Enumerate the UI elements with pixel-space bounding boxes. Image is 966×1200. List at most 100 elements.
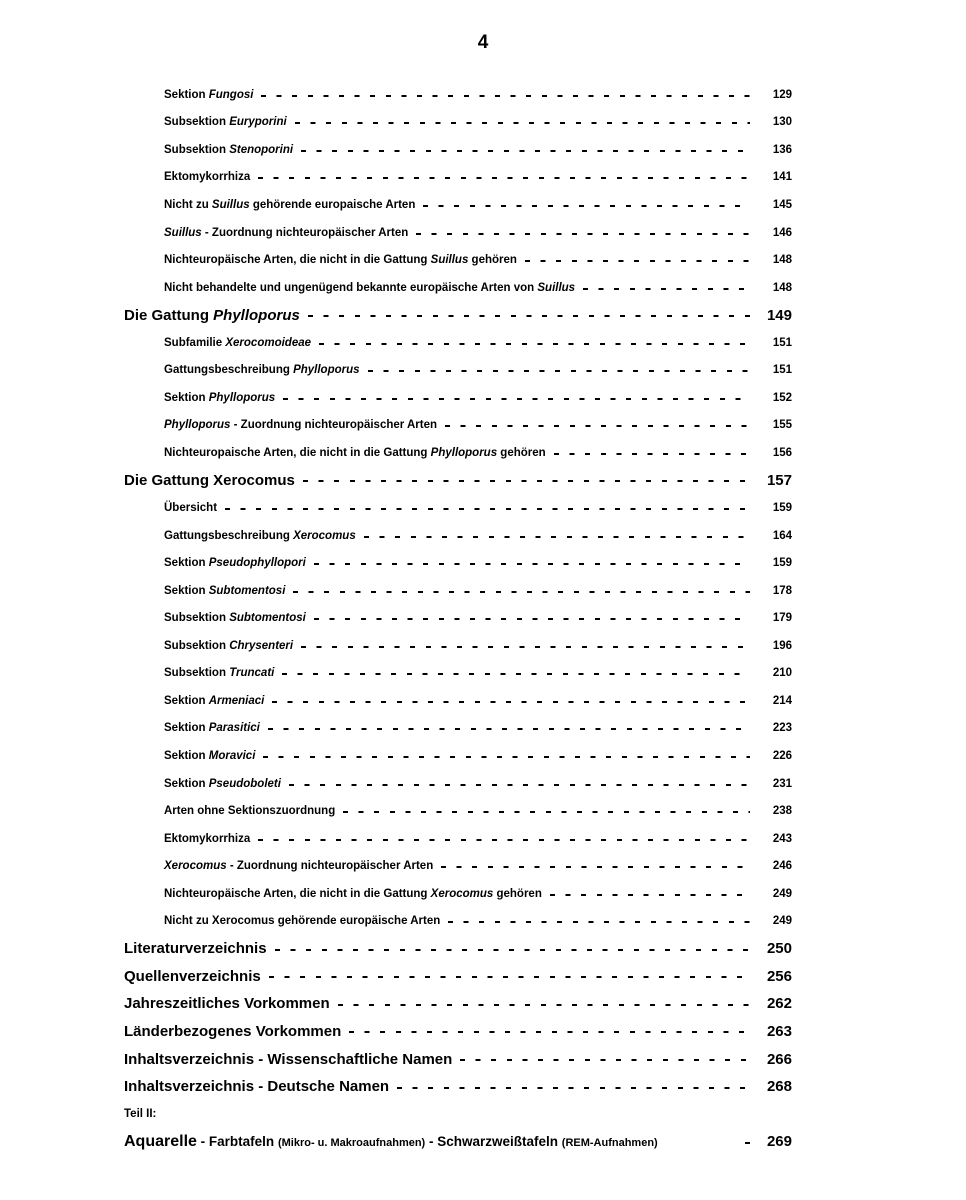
dash-leader xyxy=(313,618,750,621)
title-text: Sektion xyxy=(164,722,209,735)
page-ref: 268 xyxy=(766,1078,792,1096)
title-text: - Zuordnung nichteuropäischer Arten xyxy=(201,226,409,239)
page-ref: 249 xyxy=(772,915,792,928)
page-ref: 152 xyxy=(772,391,792,404)
toc-section-entry: Xerocomus - Zuordnung nichteuropäischer … xyxy=(164,852,792,880)
dash-leader xyxy=(293,590,750,593)
taxon-name: Phylloporus xyxy=(164,419,231,432)
dash-leader xyxy=(367,370,750,373)
toc-section-entry: Subsektion Stenoporini 136 xyxy=(164,136,792,164)
toc-chapter-entry: Inhaltsverzeichnis - Deutsche Namen 268 xyxy=(124,1073,792,1101)
title-text: Gattungsbeschreibung xyxy=(164,364,294,377)
entry-title: Inhaltsverzeichnis - Wissenschaftliche N… xyxy=(124,1051,452,1068)
page-ref: 146 xyxy=(772,226,792,239)
title-text: Arten ohne Sektionszuordnung xyxy=(164,805,336,818)
page-ref: 226 xyxy=(772,749,792,762)
toc-section-entry: Subfamilie Xerocomoideae 151 xyxy=(164,329,792,357)
entry-title: Nicht zu Suillus gehörende europaische A… xyxy=(164,199,415,211)
taxon-name: Pseudophyllopori xyxy=(208,557,306,570)
title-text: Übersicht xyxy=(164,502,218,515)
page-ref: 136 xyxy=(772,143,792,156)
page-ref: 250 xyxy=(766,940,792,958)
title-text: Sektion xyxy=(164,694,209,707)
title-text: Subsektion xyxy=(164,116,230,129)
taxon-name: Suillus xyxy=(430,254,469,267)
entry-title: Subsektion Truncati xyxy=(164,667,274,679)
taxon-name: Xerocomus xyxy=(164,860,227,873)
dash-leader xyxy=(294,122,750,125)
title-text: Sektion xyxy=(164,391,209,404)
toc-section-entry: Ektomykorrhiza 141 xyxy=(164,164,792,192)
dash-leader xyxy=(274,948,750,951)
taxon-name: Pseudoboleti xyxy=(208,777,281,790)
page-ref: 266 xyxy=(766,1050,792,1068)
entry-title: Nicht zu Xerocomus gehörende europäische… xyxy=(164,915,440,927)
toc-chapter-entry: Inhaltsverzeichnis - Wissenschaftliche N… xyxy=(124,1045,792,1073)
page-ref: 129 xyxy=(772,88,792,101)
taxon-name: Fungosi xyxy=(208,88,254,101)
entry-title: Subsektion Subtomentosi xyxy=(164,612,306,624)
dash-leader xyxy=(423,204,750,207)
taxon-name: Truncati xyxy=(229,667,275,680)
toc-chapter-entry: Literaturverzeichnis 250 xyxy=(124,935,792,963)
entry-title: Sektion Moravici xyxy=(164,750,255,762)
title-text: Xerocomus xyxy=(213,471,295,489)
dash-leader xyxy=(363,535,750,538)
entry-title: Die Gattung Xerocomus xyxy=(124,472,295,489)
page-ref: 164 xyxy=(772,529,792,542)
dash-leader xyxy=(441,866,750,869)
title-text: Sektion xyxy=(164,88,209,101)
entry-title: Sektion Subtomentosi xyxy=(164,585,285,597)
toc-chapter-entry: Länderbezogenes Vorkommen 263 xyxy=(124,1018,792,1046)
title-text: gehören xyxy=(497,446,546,459)
dash-leader xyxy=(337,1003,750,1006)
taxon-name: Armeniaci xyxy=(208,694,265,707)
dash-leader xyxy=(267,728,750,731)
toc-section-entry: Arten ohne Sektionszuordnung 238 xyxy=(164,797,792,825)
taxon-name: Phylloporus xyxy=(208,391,276,404)
taxon-name: Parasitici xyxy=(208,722,260,735)
page-ref: 156 xyxy=(772,446,792,459)
title-text: - Zuordnung nichteuropäischer Arten xyxy=(226,860,434,873)
toc-section-entry: Gattungsbeschreibung Xerocomus 164 xyxy=(164,522,792,550)
toc-section-entry: Übersicht 159 xyxy=(164,494,792,522)
page-ref: 155 xyxy=(772,419,792,432)
title-text: gehören xyxy=(493,887,542,900)
title-text: - xyxy=(196,1133,209,1149)
dash-leader xyxy=(397,1086,750,1089)
toc-section-entry: Nichteuropäische Arten, die nicht in die… xyxy=(164,880,792,908)
page-ref: 130 xyxy=(772,116,792,129)
entry-title: Jahreszeitliches Vorkommen xyxy=(124,995,330,1012)
title-text: Subsektion xyxy=(164,143,230,156)
page-ref: 243 xyxy=(772,832,792,845)
title-text: Inhaltsverzeichnis - Wissenschaftliche N… xyxy=(124,1050,453,1068)
entry-title: Übersicht xyxy=(164,502,217,514)
page-ref: 145 xyxy=(772,198,792,211)
entry-title: Nichteuropäische Arten, die nicht in die… xyxy=(164,254,517,266)
dash-leader xyxy=(302,480,750,483)
title-text: Jahreszeitliches Vorkommen xyxy=(124,995,330,1013)
title-text: Sektion xyxy=(164,557,209,570)
toc-part-label: Teil II: xyxy=(124,1100,792,1128)
toc-chapter-entry: Die Gattung Phylloporus 149 xyxy=(124,301,792,329)
toc-chapter-entry: Jahreszeitliches Vorkommen 262 xyxy=(124,990,792,1018)
title-text: Sektion xyxy=(164,749,209,762)
taxon-name: Stenoporini xyxy=(229,143,294,156)
entry-title: Die Gattung Phylloporus xyxy=(124,307,300,324)
dash-leader xyxy=(460,1059,750,1062)
toc-section-entry: Gattungsbeschreibung Phylloporus 151 xyxy=(164,357,792,385)
title-text: Nicht zu Xerocomus gehörende europäische… xyxy=(164,915,441,928)
page-ref: 149 xyxy=(766,306,792,324)
dash-leader xyxy=(524,260,750,263)
toc-section-entry: Subsektion Truncati 210 xyxy=(164,660,792,688)
toc-section-entry: Nicht behandelte und ungenügend bekannte… xyxy=(164,274,792,302)
taxon-name: Euryporini xyxy=(229,116,287,129)
dash-leader xyxy=(288,783,750,786)
toc-section-entry: Ektomykorrhiza 243 xyxy=(164,825,792,853)
dash-leader xyxy=(416,232,750,235)
toc-section-entry: Nichteuropäische Arten, die nicht in die… xyxy=(164,246,792,274)
title-text: Nichteuropaische Arten, die nicht in die… xyxy=(164,446,431,459)
page-ref: 148 xyxy=(772,254,792,267)
dash-leader xyxy=(313,563,750,566)
page-ref: 246 xyxy=(772,860,792,873)
